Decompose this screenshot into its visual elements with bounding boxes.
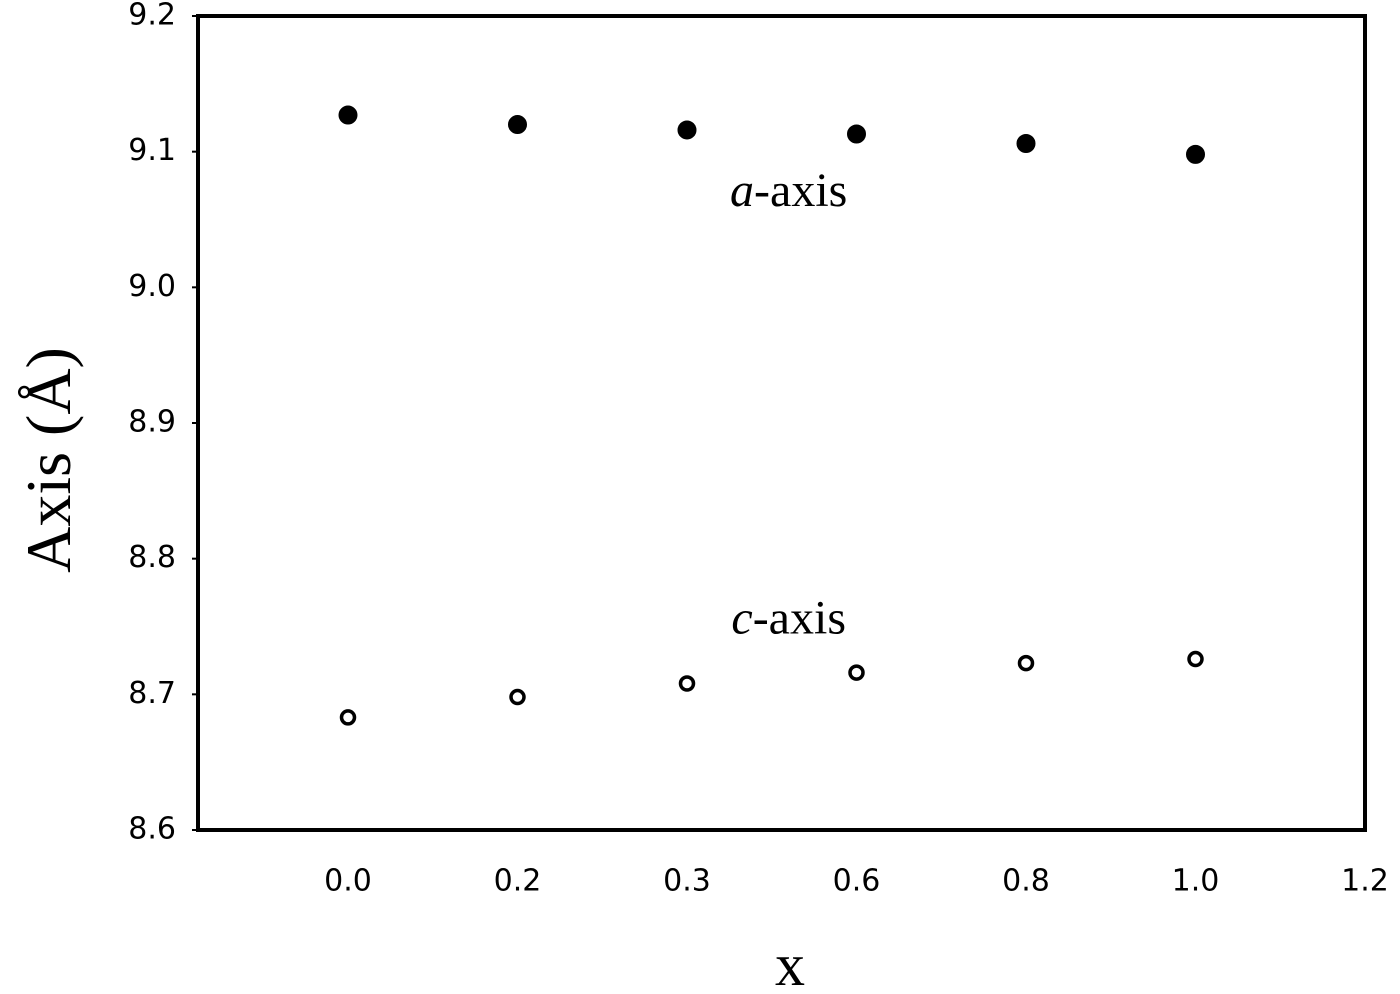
plot-frame bbox=[196, 14, 1367, 832]
data-point bbox=[678, 675, 696, 692]
x-axis-title: x bbox=[775, 932, 805, 994]
data-point bbox=[1017, 654, 1035, 672]
data-point bbox=[677, 120, 697, 140]
data-point bbox=[509, 688, 526, 706]
x-tick-label: 0.8 bbox=[1002, 864, 1050, 899]
data-point bbox=[847, 124, 866, 144]
data-point bbox=[1186, 144, 1205, 164]
x-tick-label: 0.6 bbox=[833, 864, 881, 899]
annotation: a-axis bbox=[730, 164, 847, 217]
y-tick-label: 8.9 bbox=[128, 405, 176, 440]
data-point bbox=[508, 115, 527, 135]
annotation-italic: a bbox=[730, 164, 754, 217]
annotation-italic: c bbox=[731, 591, 752, 644]
data-point bbox=[848, 664, 865, 681]
y-tick-label: 8.8 bbox=[128, 540, 176, 575]
annotation-text: -axis bbox=[753, 591, 846, 644]
data-point bbox=[1187, 650, 1204, 668]
annotation: c-axis bbox=[731, 591, 846, 644]
annotation-text: -axis bbox=[754, 164, 847, 217]
data-point bbox=[339, 709, 357, 726]
x-tick-label: 0.3 bbox=[663, 864, 711, 899]
x-tick-label: 0.0 bbox=[324, 864, 372, 899]
data-point bbox=[1016, 134, 1036, 154]
y-tick-label: 8.7 bbox=[128, 676, 176, 711]
y-tick-label: 9.1 bbox=[128, 133, 176, 168]
y-tick-label: 8.6 bbox=[128, 812, 176, 847]
data-point bbox=[338, 105, 358, 125]
x-tick-label: 0.2 bbox=[494, 864, 542, 899]
y-tick-label: 9.0 bbox=[128, 269, 176, 304]
y-tick-label: 9.2 bbox=[128, 0, 176, 33]
x-tick-label: 1.2 bbox=[1341, 864, 1389, 899]
x-tick-label: 1.0 bbox=[1172, 864, 1220, 899]
y-axis-title: Axis (Å) bbox=[13, 347, 84, 573]
